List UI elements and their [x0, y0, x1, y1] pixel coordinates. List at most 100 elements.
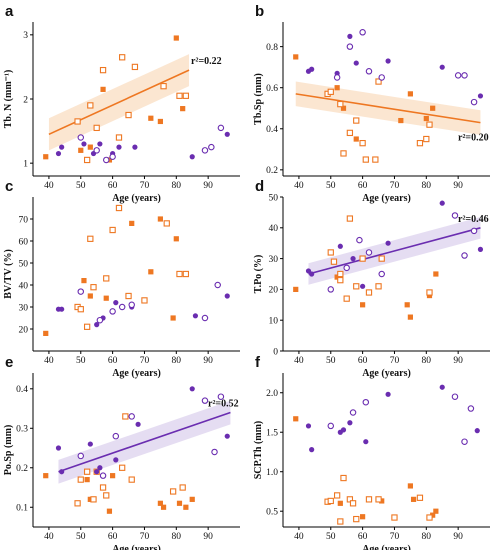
point-f-orange-hollow: [349, 500, 357, 507]
point-f-purple-filled: [363, 439, 369, 445]
point-b-orange-filled: [293, 54, 299, 60]
point-d-orange-filled: [334, 274, 340, 280]
x-axis-title-a: Age (years): [112, 193, 161, 204]
point-b-purple-hollow: [359, 29, 366, 36]
point-c-orange-hollow: [115, 204, 123, 212]
regression-line-d: [308, 227, 481, 275]
point-e-purple-hollow: [99, 472, 107, 479]
point-c-orange-hollow: [103, 275, 110, 282]
point-f-purple-filled: [305, 423, 312, 429]
point-f-orange-hollow: [375, 496, 382, 503]
point-e-purple-filled: [59, 469, 65, 475]
point-b-orange-hollow: [362, 156, 369, 163]
point-d-purple-hollow: [356, 236, 363, 244]
point-c-purple-filled: [59, 306, 65, 312]
point-c-orange-hollow: [182, 270, 190, 278]
point-b-orange-filled: [407, 91, 413, 97]
point-c-orange-hollow: [109, 226, 116, 234]
point-d-purple-filled: [360, 283, 366, 289]
point-c-orange-hollow: [83, 323, 91, 330]
point-b-purple-hollow: [365, 68, 373, 75]
point-e-orange-filled: [84, 477, 90, 483]
point-a-purple-hollow: [93, 147, 100, 154]
y-tick-label-c: 20: [19, 325, 29, 335]
point-d-purple-hollow: [470, 227, 478, 235]
point-e-orange-hollow: [169, 488, 177, 495]
point-f-orange-filled: [407, 483, 413, 489]
point-b-orange-filled: [423, 115, 429, 122]
point-c-purple-filled: [94, 322, 100, 328]
y-tick-label-e: 0.3: [16, 425, 28, 435]
point-d-purple-filled: [337, 243, 343, 249]
point-e-orange-filled: [43, 473, 49, 479]
y-axis-title-b: Tb.Sp (mm): [253, 73, 264, 125]
point-b-orange-hollow: [353, 117, 360, 124]
point-b-purple-hollow: [346, 43, 354, 50]
point-d-orange-hollow: [346, 215, 354, 222]
point-a-purple-filled: [81, 141, 87, 147]
x-tick-label-f: 40: [294, 532, 304, 542]
point-c-orange-filled: [170, 315, 176, 321]
point-d-orange-filled: [293, 286, 299, 292]
point-d-orange-hollow: [426, 289, 433, 296]
point-e-purple-hollow: [217, 393, 225, 400]
point-e-orange-filled: [183, 504, 189, 510]
x-tick-label-d: 70: [390, 356, 400, 366]
point-e-purple-hollow: [112, 432, 120, 440]
point-a-purple-filled: [55, 150, 62, 157]
point-c-orange-filled: [81, 278, 87, 284]
point-e-orange-hollow: [99, 484, 107, 491]
point-f-orange-hollow: [416, 494, 424, 501]
point-d-purple-filled: [385, 240, 391, 246]
point-e-orange-hollow: [119, 464, 126, 471]
point-d-orange-hollow: [327, 249, 334, 256]
panel-letter-d: d: [255, 178, 264, 195]
y-tick-label-f: 2.0: [266, 389, 278, 399]
point-a-orange-filled: [180, 106, 186, 112]
panel-letter-c: c: [5, 178, 13, 195]
y-tick-label-d: 40: [269, 224, 279, 234]
x-tick-label-c: 50: [76, 356, 86, 366]
point-a-orange-hollow: [176, 92, 183, 99]
point-a-purple-hollow: [102, 156, 110, 164]
x-tick-label-d: 40: [294, 356, 304, 366]
point-f-orange-filled: [430, 512, 436, 518]
x-tick-label-e: 80: [172, 532, 182, 542]
point-a-orange-filled: [43, 154, 49, 160]
y-axis-title-f: SCP.Th (mm): [253, 421, 264, 480]
point-d-orange-hollow: [330, 258, 338, 265]
x-tick-label-a: 60: [108, 181, 118, 191]
point-b-orange-hollow: [337, 100, 344, 108]
x-tick-label-d: 60: [358, 356, 368, 366]
point-c-orange-hollow: [163, 220, 170, 227]
x-tick-label-e: 70: [140, 532, 150, 542]
point-d-orange-hollow: [343, 295, 350, 302]
y-axis-title-a: Tb. N (mm⁻¹): [3, 70, 14, 129]
point-c-orange-hollow: [141, 297, 148, 304]
point-f-orange-hollow: [327, 497, 334, 505]
point-a-orange-hollow: [74, 118, 81, 125]
point-b-orange-hollow: [375, 78, 382, 85]
point-d-orange-hollow: [353, 283, 360, 290]
point-e-orange-filled: [110, 473, 116, 479]
point-e-orange-hollow: [83, 468, 91, 475]
x-tick-label-d: 90: [453, 356, 463, 366]
point-d-purple-hollow: [451, 212, 459, 219]
x-tick-label-d: 80: [422, 356, 432, 366]
point-f-orange-filled: [433, 508, 439, 514]
point-d-orange-hollow: [378, 255, 385, 262]
panel-letter-b: b: [255, 3, 264, 20]
y-tick-label-c: 30: [19, 303, 29, 313]
point-b-orange-filled: [340, 105, 347, 111]
y-axis-title-e: Po.Sp (mm): [3, 425, 14, 476]
r-squared-label-a: r²=0.22: [191, 56, 222, 67]
y-tick-label-f: 0.5: [266, 508, 278, 518]
point-b-purple-filled: [309, 66, 315, 72]
point-f-orange-filled: [293, 416, 299, 422]
point-d-purple-hollow: [461, 252, 468, 259]
point-b-purple-hollow: [461, 72, 468, 79]
x-tick-label-a: 50: [76, 181, 86, 191]
y-tick-label-e: 0.4: [16, 385, 28, 395]
point-c-purple-hollow: [201, 314, 209, 322]
y-tick-label-a: 1: [23, 159, 28, 169]
